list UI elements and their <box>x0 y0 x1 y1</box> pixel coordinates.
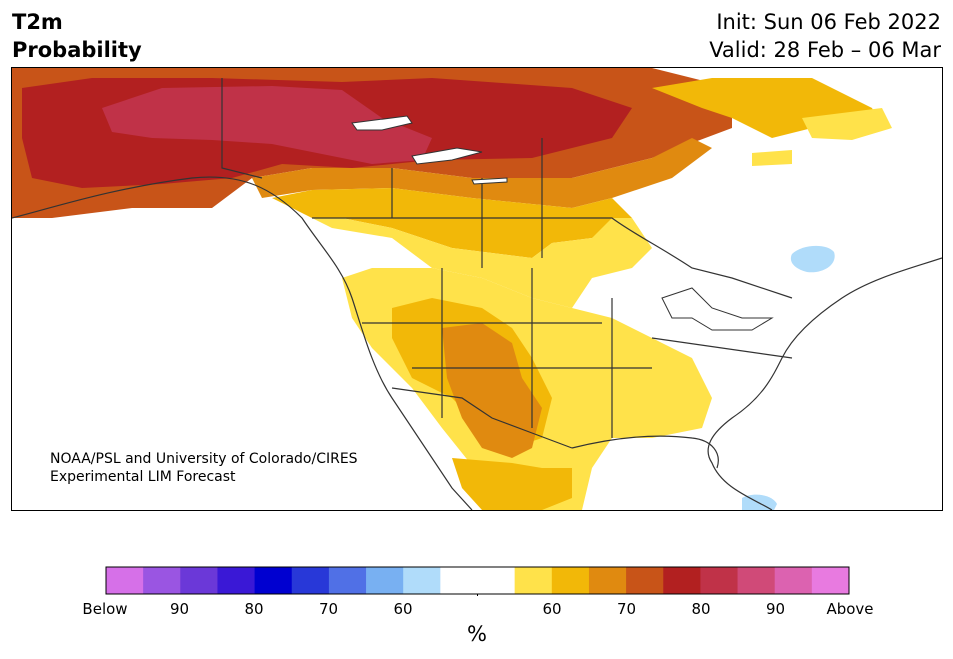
great-lakes <box>661 287 774 331</box>
interior-border-10 <box>651 337 793 359</box>
init-date: Init: Sun 06 Feb 2022 <box>716 10 941 34</box>
colorbar-tick-label: 70 <box>318 600 339 618</box>
coastline-pacific <box>12 176 473 510</box>
region-nw-70 <box>252 138 712 208</box>
colorbar-swatch <box>440 567 478 594</box>
colorbar-swatch <box>737 567 776 594</box>
coastline-atlantic <box>707 257 942 510</box>
map-title: T2m Probability <box>12 8 142 64</box>
colorbar-swatch <box>663 567 701 594</box>
us-canada-border <box>312 217 793 299</box>
colorbar-swatch <box>774 567 813 594</box>
colorbar-tick-label: 60 <box>393 600 413 618</box>
lake-great-slave <box>411 147 483 165</box>
credit-line-2: Experimental LIM Forecast <box>50 469 236 485</box>
colorbar-unit: % <box>467 622 487 646</box>
colorbar-swatch <box>106 567 144 594</box>
us-mexico-border <box>391 387 573 449</box>
boundaries <box>12 78 942 510</box>
lake-athabasca <box>471 177 508 185</box>
colorbar-tick-label: 60 <box>542 600 562 618</box>
colorbar-swatch <box>626 567 664 594</box>
colorbar <box>105 566 850 596</box>
colorbar-swatch <box>291 567 330 594</box>
colorbar-swatch <box>143 567 181 594</box>
colorbar-tick-label: 90 <box>765 600 786 618</box>
colorbar-swatch <box>811 567 850 594</box>
credit-text: NOAA/PSL and University of Colorado/CIRE… <box>50 450 358 486</box>
interior-border-1 <box>221 78 263 179</box>
region-quebec-below-60 <box>790 245 835 273</box>
colorbar-swatch <box>403 567 441 594</box>
colorbar-tick-label: Below <box>82 600 128 618</box>
colorbar-tick-label: 70 <box>616 600 637 618</box>
region-canada-85 <box>102 86 432 164</box>
lake-great-bear <box>351 115 413 131</box>
colorbar-swatch <box>366 567 404 594</box>
colorbar-swatch <box>254 567 293 594</box>
colorbar-swatch <box>477 567 516 594</box>
forecast-dates: Init: Sun 06 Feb 2022 Valid: 28 Feb – 06… <box>709 8 941 64</box>
title-line-1: T2m <box>12 10 63 34</box>
colorbar-tick-label: 90 <box>169 600 190 618</box>
colorbar-swatch <box>700 567 739 594</box>
valid-date: Valid: 28 Feb – 06 Mar <box>709 38 941 62</box>
colorbar-swatch <box>551 567 590 594</box>
title-line-2: Probability <box>12 38 142 62</box>
gulf-coast <box>571 435 719 469</box>
colorbar-swatch <box>588 567 627 594</box>
colorbar-tick-label: 80 <box>244 600 264 618</box>
colorbar-tick-label: Above <box>826 600 874 618</box>
region-east-canada-60 <box>752 108 892 166</box>
probability-map: NOAA/PSL and University of Colorado/CIRE… <box>11 67 943 511</box>
colorbar-swatch <box>328 567 367 594</box>
credit-line-1: NOAA/PSL and University of Colorado/CIRE… <box>50 451 358 467</box>
colorbar-swatch <box>180 567 218 594</box>
region-mexico-65 <box>452 458 572 510</box>
map-svg <box>12 68 942 510</box>
colorbar-swatch <box>217 567 256 594</box>
colorbar-swatch <box>514 567 553 594</box>
colorbar-tick-label: 80 <box>691 600 711 618</box>
region-southwest-70 <box>442 323 542 458</box>
